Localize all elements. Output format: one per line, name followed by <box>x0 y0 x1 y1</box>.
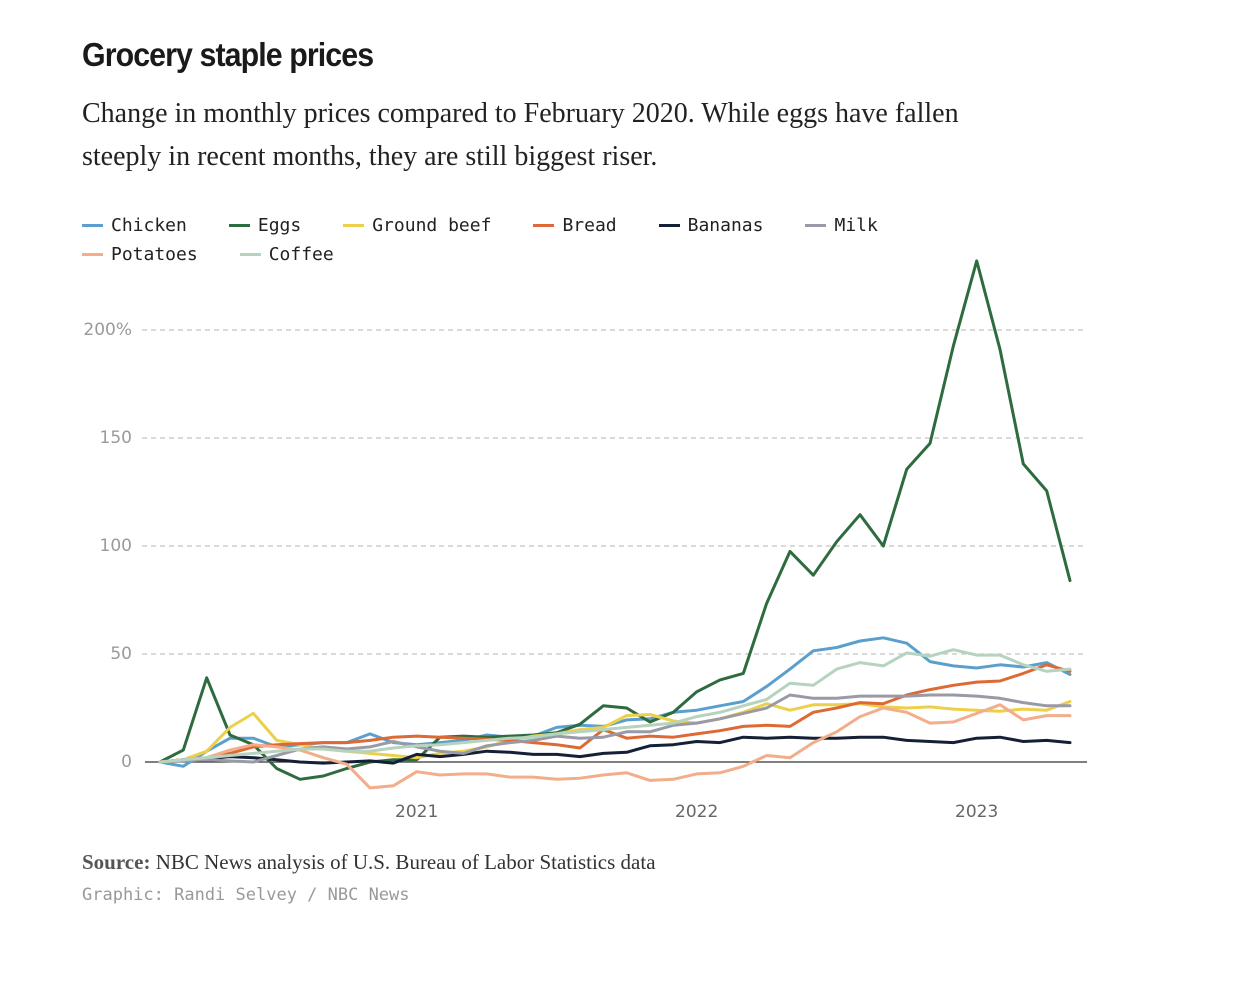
x-tick-label: 2023 <box>955 802 998 822</box>
legend-swatch <box>239 252 261 256</box>
legend-label: Coffee <box>268 243 334 265</box>
legend-item: Coffee <box>239 243 334 265</box>
series-line <box>158 636 1072 768</box>
legend-label: Bananas <box>687 214 764 236</box>
series-line <box>158 259 1072 781</box>
legend-swatch <box>343 223 365 227</box>
series-line <box>158 663 1072 764</box>
series-line <box>158 703 1072 790</box>
legend-label: Bread <box>562 214 617 236</box>
credit: Graphic: Randi Selvey / NBC News <box>82 885 410 905</box>
chart-subtitle: Change in monthly prices compared to Feb… <box>82 98 959 172</box>
series-line <box>158 648 1072 764</box>
x-tick-label: 2022 <box>675 802 718 822</box>
legend-swatch <box>82 252 103 256</box>
y-tick-label: 50 <box>110 644 132 664</box>
legend-item: Eggs <box>228 214 302 236</box>
y-tick-label: 200% <box>83 320 132 340</box>
legend-swatch <box>82 223 103 227</box>
legend-item: Potatoes <box>82 243 198 265</box>
legend-item: Milk <box>805 214 878 236</box>
legend-label: Ground beef <box>372 214 492 236</box>
legend-swatch <box>533 223 555 227</box>
legend-item: Chicken <box>82 214 187 236</box>
legend-item: Bananas <box>658 214 764 236</box>
legend-swatch <box>228 223 250 227</box>
y-tick-label: 100 <box>100 536 132 556</box>
legend-label: Milk <box>834 214 878 236</box>
x-tick-label: 2021 <box>395 802 438 822</box>
legend-label: Eggs <box>257 214 302 236</box>
legend-label: Chicken <box>111 214 187 236</box>
legend-item: Bread <box>533 214 617 236</box>
legend-item: Ground beef <box>343 214 491 236</box>
legend-label: Potatoes <box>111 243 198 265</box>
legend: Chicken Eggs Ground beef Bread Bananas Milk Po… <box>82 214 982 265</box>
series-line <box>158 735 1072 765</box>
y-tick-label: 0 <box>121 752 132 772</box>
y-tick-label: 150 <box>100 428 132 448</box>
chart-title: Grocery staple prices <box>82 36 374 73</box>
legend-swatch <box>805 223 827 227</box>
source-label: Source: <box>82 850 151 874</box>
legend-swatch <box>658 223 680 227</box>
source: Source: NBC News analysis of U.S. Bureau… <box>82 850 656 875</box>
source-text: NBC News analysis of U.S. Bureau of Labo… <box>155 850 656 874</box>
